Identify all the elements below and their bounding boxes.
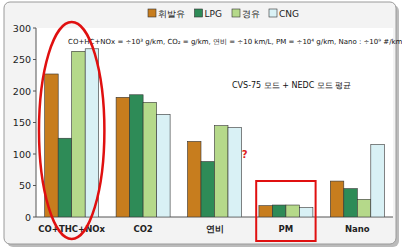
annotation-mode: CVS-75 모드 + NEDC 모드 평균 <box>232 81 351 90</box>
annotation-units: CO+HC+NOx = ÷10³ g/km, CO₂ = g/km, 연비 = … <box>68 38 402 46</box>
legend-swatch <box>269 9 277 17</box>
x-tick-label: 연비 <box>206 224 224 234</box>
bar <box>299 208 313 217</box>
plot-area <box>36 28 393 217</box>
x-tick-label: PM <box>279 224 294 234</box>
highlight-box <box>256 181 315 241</box>
bar <box>157 114 171 217</box>
bar <box>228 128 242 217</box>
bar <box>357 199 371 217</box>
bar <box>116 97 130 217</box>
y-tick-label: 250 <box>13 54 31 65</box>
y-tick-label: 0 <box>25 212 31 223</box>
bar <box>72 51 86 217</box>
bar <box>371 145 385 217</box>
legend-swatch <box>195 9 203 17</box>
legend-label: 경유 <box>242 9 260 19</box>
y-tick-label: 50 <box>19 180 31 191</box>
bar <box>201 162 215 217</box>
legend-swatch <box>148 9 156 17</box>
y-tick-label: 300 <box>13 23 31 34</box>
bar <box>58 138 71 217</box>
bar <box>85 49 99 217</box>
x-tick-label: CO2 <box>133 224 152 234</box>
legend-label: 휘발유 <box>158 9 185 19</box>
legend-label: CNG <box>279 9 299 19</box>
y-tick-label: 150 <box>13 117 31 128</box>
y-tick-label: 200 <box>13 86 31 97</box>
bar <box>344 189 358 217</box>
bar <box>286 205 300 217</box>
legend-label: LPG <box>205 9 222 19</box>
bar <box>272 205 286 217</box>
y-axis <box>36 28 37 217</box>
chart-root: 0 50 100 150 200 250 300 CO+THC+NOx CO2 연비 PM Nano 휘… <box>0 0 402 250</box>
annotation-question: ? <box>242 149 248 160</box>
bar <box>130 95 144 217</box>
highlight-ellipse <box>39 22 104 239</box>
x-tick-label: Nano <box>345 224 370 234</box>
x-tick-label: CO+THC+NOx <box>38 224 105 234</box>
bar <box>188 141 202 217</box>
bar <box>259 206 273 217</box>
bar <box>215 126 229 217</box>
y-tick-label: 100 <box>13 149 31 160</box>
bar <box>330 181 344 217</box>
legend-swatch <box>232 9 240 17</box>
bar <box>143 102 157 217</box>
bars <box>45 49 385 217</box>
